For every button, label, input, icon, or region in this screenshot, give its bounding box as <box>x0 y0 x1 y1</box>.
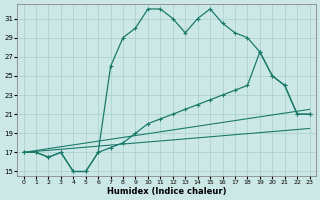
X-axis label: Humidex (Indice chaleur): Humidex (Indice chaleur) <box>107 187 226 196</box>
